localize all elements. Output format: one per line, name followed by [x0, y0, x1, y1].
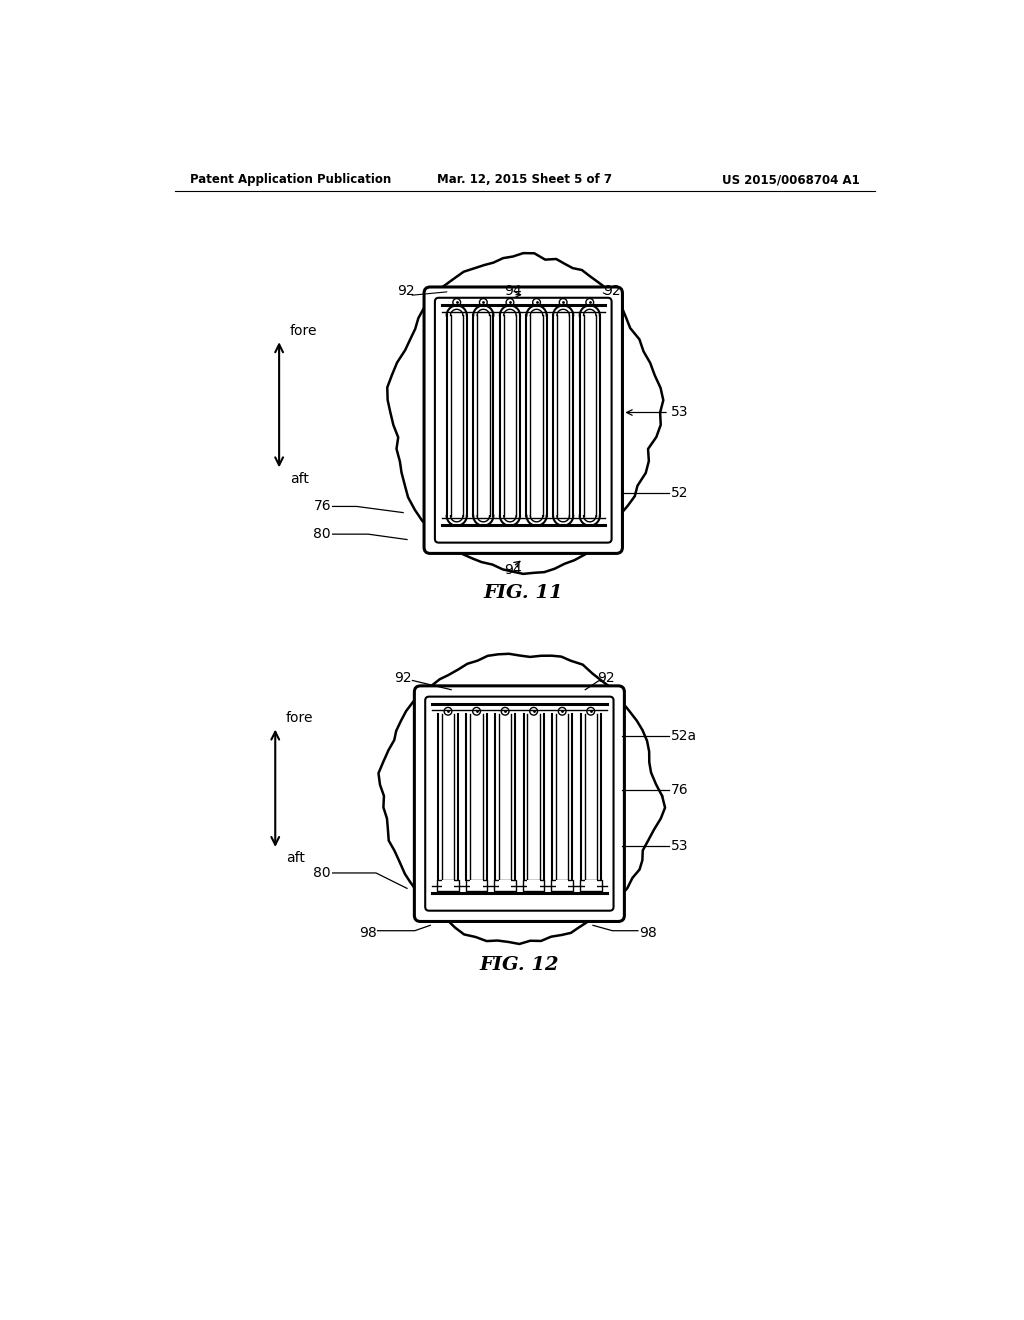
- Text: Mar. 12, 2015 Sheet 5 of 7: Mar. 12, 2015 Sheet 5 of 7: [437, 173, 612, 186]
- Bar: [527, 880, 540, 890]
- Text: 80: 80: [313, 866, 331, 880]
- FancyBboxPatch shape: [435, 298, 611, 543]
- Bar: [551, 880, 573, 891]
- Bar: [441, 880, 455, 890]
- Text: FIG. 12: FIG. 12: [479, 957, 559, 974]
- Text: 92: 92: [396, 284, 415, 298]
- Text: fore: fore: [290, 323, 317, 338]
- Text: fore: fore: [286, 711, 313, 725]
- Text: 52: 52: [671, 486, 688, 500]
- Bar: [585, 880, 597, 890]
- Bar: [495, 880, 516, 891]
- Text: 80: 80: [313, 527, 331, 541]
- Bar: [466, 880, 487, 891]
- Text: aft: aft: [286, 851, 305, 866]
- Text: 92: 92: [394, 671, 412, 685]
- Text: 98: 98: [640, 927, 657, 940]
- Text: 92: 92: [597, 671, 615, 685]
- Text: 98: 98: [359, 927, 377, 940]
- Text: 53: 53: [671, 840, 688, 853]
- Text: 53: 53: [671, 405, 688, 420]
- Bar: [523, 880, 545, 891]
- Text: 76: 76: [671, 783, 688, 797]
- FancyBboxPatch shape: [415, 686, 625, 921]
- Bar: [499, 880, 511, 890]
- FancyBboxPatch shape: [424, 286, 623, 553]
- Text: 52a: 52a: [671, 729, 696, 743]
- Text: 92: 92: [603, 284, 622, 298]
- Bar: [470, 880, 482, 890]
- FancyBboxPatch shape: [425, 697, 613, 911]
- Bar: [556, 880, 568, 890]
- Text: FIG. 11: FIG. 11: [483, 585, 563, 602]
- Bar: [437, 880, 459, 891]
- Text: 94: 94: [505, 284, 522, 298]
- Text: Patent Application Publication: Patent Application Publication: [190, 173, 391, 186]
- Text: US 2015/0068704 A1: US 2015/0068704 A1: [722, 173, 859, 186]
- Text: 76: 76: [313, 499, 331, 513]
- Text: 94: 94: [505, 564, 522, 577]
- Text: aft: aft: [290, 471, 309, 486]
- Bar: [580, 880, 601, 891]
